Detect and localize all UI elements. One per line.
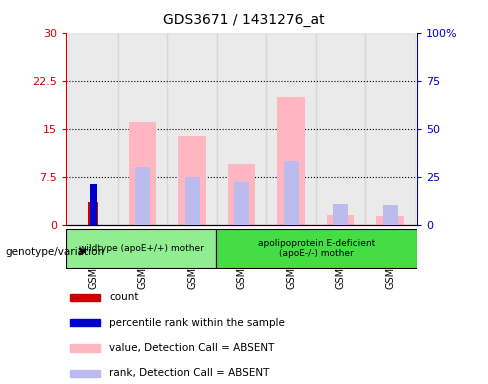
Bar: [234, 182, 249, 225]
Bar: [70, 344, 101, 352]
Bar: [228, 164, 255, 225]
Bar: [184, 177, 200, 225]
Bar: [118, 33, 167, 225]
Bar: [135, 167, 150, 225]
Bar: [70, 319, 101, 326]
Bar: [316, 33, 366, 225]
Bar: [68, 33, 118, 225]
Bar: [88, 202, 98, 225]
Bar: [167, 33, 217, 225]
Bar: [179, 136, 205, 225]
FancyBboxPatch shape: [217, 229, 417, 268]
Bar: [70, 294, 101, 301]
Text: percentile rank within the sample: percentile rank within the sample: [109, 318, 285, 328]
Text: genotype/variation: genotype/variation: [5, 247, 104, 257]
Text: value, Detection Call = ABSENT: value, Detection Call = ABSENT: [109, 343, 274, 353]
Bar: [284, 161, 299, 225]
Bar: [70, 370, 101, 377]
Bar: [383, 205, 398, 225]
Bar: [376, 216, 404, 225]
FancyBboxPatch shape: [66, 229, 217, 268]
Bar: [327, 215, 354, 225]
Bar: [90, 184, 97, 225]
Text: count: count: [109, 292, 139, 303]
Text: wildtype (apoE+/+) mother: wildtype (apoE+/+) mother: [79, 244, 203, 253]
Text: apolipoprotein E-deficient
(apoE-/-) mother: apolipoprotein E-deficient (apoE-/-) mot…: [258, 239, 375, 258]
Text: GDS3671 / 1431276_at: GDS3671 / 1431276_at: [163, 13, 325, 27]
Bar: [366, 33, 415, 225]
Bar: [129, 122, 156, 225]
Bar: [217, 33, 266, 225]
Text: rank, Detection Call = ABSENT: rank, Detection Call = ABSENT: [109, 368, 269, 379]
Bar: [333, 204, 348, 225]
Bar: [278, 97, 305, 225]
Bar: [266, 33, 316, 225]
